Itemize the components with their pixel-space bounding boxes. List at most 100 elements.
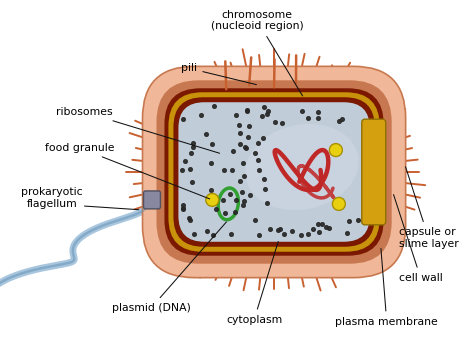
Point xyxy=(236,130,244,136)
Point xyxy=(191,231,198,237)
Point xyxy=(240,174,247,179)
Ellipse shape xyxy=(329,144,342,157)
Point xyxy=(277,226,284,231)
Point xyxy=(263,111,271,116)
FancyBboxPatch shape xyxy=(173,97,375,247)
Text: plasmid (DNA): plasmid (DNA) xyxy=(112,222,227,313)
Point xyxy=(179,203,187,208)
Point xyxy=(180,117,187,122)
Text: food granule: food granule xyxy=(45,143,210,199)
Point xyxy=(179,205,187,210)
Point xyxy=(207,187,214,193)
Point xyxy=(363,135,371,140)
Point xyxy=(212,206,220,211)
Point xyxy=(202,131,210,137)
Point xyxy=(239,161,246,166)
Ellipse shape xyxy=(245,124,359,210)
Point xyxy=(228,167,236,172)
FancyBboxPatch shape xyxy=(164,88,384,256)
Point xyxy=(238,189,246,195)
Point xyxy=(178,168,186,173)
Text: chromosome
(nucleoid region): chromosome (nucleoid region) xyxy=(211,10,303,96)
Point xyxy=(254,158,262,163)
Point xyxy=(239,202,246,208)
Point xyxy=(186,217,193,223)
Text: plasma membrane: plasma membrane xyxy=(335,248,438,326)
Point xyxy=(231,209,238,215)
Point xyxy=(208,141,216,147)
Point xyxy=(251,150,259,155)
Point xyxy=(266,226,274,232)
Point xyxy=(188,179,196,185)
Point xyxy=(243,145,250,151)
Text: cell wall: cell wall xyxy=(393,195,442,283)
Point xyxy=(354,217,362,223)
Point xyxy=(220,167,228,172)
Point xyxy=(264,109,272,114)
Point xyxy=(260,176,268,182)
Point xyxy=(304,115,311,120)
Point xyxy=(259,135,267,140)
Text: cytoplasm: cytoplasm xyxy=(226,241,283,325)
Point xyxy=(197,112,204,118)
Point xyxy=(229,148,237,154)
Point xyxy=(280,231,288,237)
Point xyxy=(203,228,210,234)
Point xyxy=(246,193,254,198)
Text: ribosomes: ribosomes xyxy=(56,107,219,153)
Point xyxy=(343,230,350,235)
Point xyxy=(279,120,286,126)
Point xyxy=(264,200,271,206)
Point xyxy=(288,229,296,234)
Point xyxy=(241,144,248,150)
Point xyxy=(181,159,189,164)
Point xyxy=(325,225,333,230)
Point xyxy=(322,225,329,230)
Point xyxy=(180,206,187,212)
Point xyxy=(227,191,234,196)
Point xyxy=(298,108,306,113)
Point xyxy=(315,229,322,234)
Point xyxy=(236,179,244,184)
Point xyxy=(208,160,215,166)
Point xyxy=(255,233,263,238)
Text: pili: pili xyxy=(182,63,256,85)
Ellipse shape xyxy=(206,194,219,206)
Point xyxy=(297,232,305,238)
Point xyxy=(274,227,282,233)
FancyBboxPatch shape xyxy=(156,80,392,264)
Point xyxy=(243,108,251,113)
Point xyxy=(363,147,370,152)
Point xyxy=(236,141,244,147)
Point xyxy=(254,140,262,145)
Point xyxy=(314,116,321,121)
Point xyxy=(305,231,312,236)
FancyBboxPatch shape xyxy=(144,191,161,209)
Point xyxy=(259,113,266,119)
Point xyxy=(232,197,240,203)
Point xyxy=(360,186,368,192)
Point xyxy=(310,226,317,231)
Point xyxy=(228,231,235,237)
Point xyxy=(314,109,322,115)
Point xyxy=(188,151,195,156)
Point xyxy=(186,215,193,220)
FancyBboxPatch shape xyxy=(168,92,380,252)
Point xyxy=(315,221,322,226)
Point xyxy=(210,103,217,109)
Point xyxy=(318,221,326,227)
Point xyxy=(345,218,353,224)
Ellipse shape xyxy=(332,197,346,210)
Point xyxy=(245,124,253,129)
Point xyxy=(209,233,217,238)
FancyBboxPatch shape xyxy=(178,102,370,242)
Point xyxy=(261,186,269,192)
Text: capsule or
slime layer: capsule or slime layer xyxy=(399,167,458,249)
Point xyxy=(271,119,279,125)
Point xyxy=(243,107,251,112)
Point xyxy=(220,198,228,203)
Point xyxy=(236,122,243,128)
Point xyxy=(241,198,248,204)
Point xyxy=(189,140,197,146)
FancyBboxPatch shape xyxy=(143,66,406,278)
